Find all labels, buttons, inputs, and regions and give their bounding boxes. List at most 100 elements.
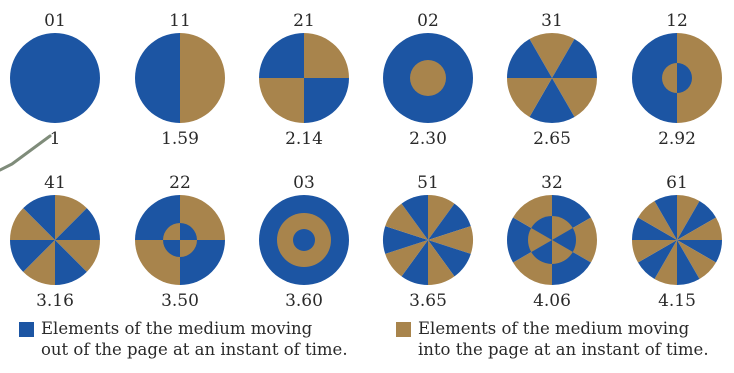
mode-32: 324.06	[507, 173, 597, 311]
mode-label: 32	[541, 173, 563, 193]
mode-label: 01	[44, 11, 66, 31]
mode-label: 11	[169, 11, 191, 31]
mode-sector	[428, 226, 473, 254]
mode-sector	[528, 228, 552, 252]
mode-frequency-ratio: 3.65	[409, 291, 447, 311]
mode-02: 022.30	[383, 11, 473, 149]
mode-sector	[428, 240, 471, 277]
mode-31: 312.65	[507, 11, 597, 149]
mode-sector	[638, 201, 677, 240]
mode-sector	[304, 78, 349, 123]
mode-sector	[531, 240, 552, 264]
mode-sector	[531, 216, 552, 240]
mode-sector	[180, 240, 197, 257]
legend-swatch-in	[396, 322, 411, 337]
mode-frequency-ratio: 1.59	[161, 129, 199, 149]
mode-frequency-ratio: 1	[50, 129, 61, 149]
mode-sector	[507, 78, 552, 117]
mode-sector	[552, 39, 597, 78]
mode-sector	[677, 201, 716, 240]
legend-out-line1: Elements of the medium moving	[41, 319, 313, 338]
mode-01: 01 1	[10, 11, 100, 149]
legend-in-line2: into the page at an instant of time.	[418, 340, 709, 359]
pointer-line	[0, 134, 52, 172]
mode-sector	[304, 33, 349, 78]
mode-41: 413.16	[10, 173, 100, 311]
mode-label: 31	[541, 11, 563, 31]
mode-label: 41	[44, 173, 66, 193]
mode-frequency-ratio: 4.06	[533, 291, 571, 311]
mode-sector	[163, 240, 180, 257]
mode-sector	[55, 195, 87, 240]
mode-label: 03	[293, 173, 315, 193]
mode-frequency-ratio: 3.16	[36, 291, 74, 311]
mode-ring-inner	[410, 60, 446, 96]
mode-label: 12	[666, 11, 688, 31]
mode-11: 111.59	[135, 11, 225, 149]
mode-label: 02	[417, 11, 439, 31]
mode-sector	[552, 216, 573, 240]
mode-frequency-ratio: 2.65	[533, 129, 571, 149]
mode-frequency-ratio: 2.92	[658, 129, 696, 149]
mode-frequency-ratio: 2.30	[409, 129, 447, 149]
mode-sector	[677, 240, 722, 263]
mode-12: 122.92	[632, 11, 722, 149]
mode-sector	[10, 208, 55, 240]
mode-51: 513.65	[383, 173, 473, 311]
mode-half-out	[135, 33, 180, 123]
mode-sector	[638, 240, 677, 279]
legend-swatch-out	[19, 322, 34, 337]
mode-sector	[55, 240, 100, 272]
mode-sector	[55, 208, 100, 240]
mode-label: 51	[417, 173, 439, 193]
mode-frequency-ratio: 3.50	[161, 291, 199, 311]
mode-label: 22	[169, 173, 191, 193]
mode-sector	[677, 217, 722, 240]
mode-sector	[259, 78, 304, 123]
mode-ring-inner	[293, 229, 315, 251]
legend-in-line1: Elements of the medium moving	[418, 319, 690, 338]
mode-22: 223.50	[135, 173, 225, 311]
mode-inner-half-in	[662, 63, 677, 93]
mode-frequency-ratio: 4.15	[658, 291, 696, 311]
mode-sector	[677, 240, 700, 285]
mode-sector	[385, 203, 428, 240]
mode-sector	[385, 240, 428, 277]
mode-sector	[632, 217, 677, 240]
mode-sector	[401, 195, 428, 240]
mode-sector	[428, 195, 455, 240]
mode-sector	[259, 33, 304, 78]
mode-sector	[163, 223, 180, 240]
mode-half-in	[677, 33, 722, 123]
mode-03: 033.60	[259, 173, 349, 311]
mode-half-out	[632, 33, 677, 123]
mode-half-in	[180, 33, 225, 123]
mode-sector	[23, 195, 55, 240]
mode-sector	[552, 228, 577, 252]
mode-sector	[529, 33, 575, 78]
mode-sector	[180, 223, 197, 240]
legend-out-line2: out of the page at an instant of time.	[41, 340, 348, 359]
mode-sector	[10, 240, 55, 272]
mode-sector	[552, 240, 573, 264]
mode-frequency-ratio: 3.60	[285, 291, 323, 311]
mode-sector	[383, 226, 428, 254]
mode-sector	[507, 39, 552, 78]
mode-sector	[428, 240, 455, 285]
mode-label: 21	[293, 11, 315, 31]
mode-21: 212.14	[259, 11, 349, 149]
mode-sector	[677, 240, 716, 279]
mode-sector	[677, 195, 700, 240]
mode-sector	[55, 240, 87, 285]
mode-sector	[529, 78, 575, 123]
mode-inner-half-out	[677, 63, 692, 93]
mode-label: 61	[666, 173, 688, 193]
mode-disk	[10, 33, 100, 123]
mode-61: 614.15	[632, 173, 722, 311]
mode-frequency-ratio: 2.14	[285, 129, 323, 149]
mode-sector	[632, 240, 677, 263]
mode-sector	[552, 78, 597, 117]
mode-sector	[23, 240, 55, 285]
mode-sector	[428, 203, 471, 240]
